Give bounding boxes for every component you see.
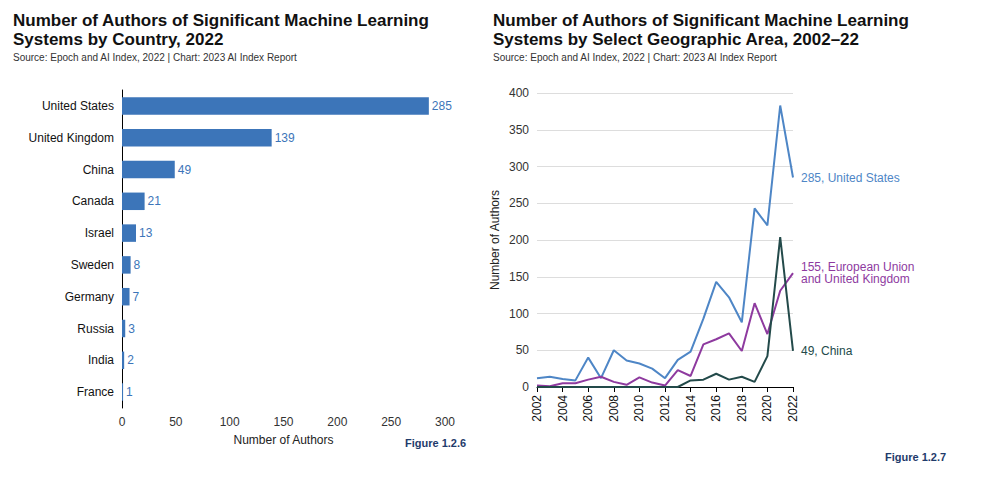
svg-text:49, China: 49, China bbox=[801, 344, 853, 358]
svg-text:300: 300 bbox=[435, 415, 455, 429]
svg-text:Number of Authors: Number of Authors bbox=[233, 433, 333, 447]
svg-text:400: 400 bbox=[509, 86, 529, 100]
svg-text:2016: 2016 bbox=[709, 395, 723, 422]
svg-text:India: India bbox=[88, 353, 114, 367]
svg-text:2014: 2014 bbox=[684, 395, 698, 422]
svg-text:150: 150 bbox=[273, 415, 293, 429]
svg-text:200: 200 bbox=[509, 233, 529, 247]
svg-text:21: 21 bbox=[148, 194, 162, 208]
svg-text:2004: 2004 bbox=[556, 395, 570, 422]
svg-text:Israel: Israel bbox=[85, 226, 114, 240]
svg-text:0: 0 bbox=[119, 415, 126, 429]
svg-text:Figure 1.2.6: Figure 1.2.6 bbox=[405, 437, 466, 449]
svg-text:7: 7 bbox=[133, 290, 140, 304]
svg-text:1: 1 bbox=[126, 385, 133, 399]
svg-text:50: 50 bbox=[516, 343, 530, 357]
svg-text:155, European Union: 155, European Union bbox=[801, 260, 918, 275]
svg-text:49: 49 bbox=[178, 163, 192, 177]
svg-text:2012: 2012 bbox=[658, 395, 672, 422]
svg-text:2: 2 bbox=[127, 353, 134, 367]
svg-text:200: 200 bbox=[327, 415, 347, 429]
svg-text:350: 350 bbox=[509, 123, 529, 137]
svg-text:2010: 2010 bbox=[632, 395, 646, 422]
svg-text:139: 139 bbox=[275, 131, 295, 145]
svg-text:Number of Authors of Significa: Number of Authors of Significant Machine… bbox=[13, 11, 434, 30]
svg-text:2006: 2006 bbox=[581, 395, 595, 422]
svg-text:250: 250 bbox=[509, 196, 529, 210]
svg-text:Germany: Germany bbox=[65, 290, 114, 304]
svg-text:Sweden: Sweden bbox=[71, 258, 114, 272]
svg-text:100: 100 bbox=[220, 415, 240, 429]
svg-text:300: 300 bbox=[509, 160, 529, 174]
svg-text:Number of Authors: Number of Authors bbox=[488, 190, 502, 290]
svg-text:Figure 1.2.7: Figure 1.2.7 bbox=[885, 451, 946, 463]
svg-text:250: 250 bbox=[381, 415, 401, 429]
svg-text:Source: Epoch and AI Index, 20: Source: Epoch and AI Index, 2022 | Chart… bbox=[13, 52, 297, 63]
svg-text:2020: 2020 bbox=[760, 395, 774, 422]
svg-text:United Kingdom: United Kingdom bbox=[29, 131, 114, 145]
svg-text:Canada: Canada bbox=[72, 194, 114, 208]
svg-text:3: 3 bbox=[128, 322, 135, 336]
svg-text:100: 100 bbox=[509, 307, 529, 321]
svg-text:2002: 2002 bbox=[530, 395, 544, 422]
svg-text:13: 13 bbox=[139, 226, 153, 240]
svg-text:0: 0 bbox=[522, 380, 529, 394]
svg-text:285: 285 bbox=[432, 99, 452, 113]
svg-text:8: 8 bbox=[134, 258, 141, 272]
svg-text:285, United States: 285, United States bbox=[801, 171, 900, 185]
svg-text:Russia: Russia bbox=[77, 322, 114, 336]
svg-text:Systems by Select Geographic A: Systems by Select Geographic Area, 2002–… bbox=[493, 30, 859, 49]
svg-text:and United Kingdom: and United Kingdom bbox=[801, 272, 910, 286]
svg-text:2018: 2018 bbox=[735, 395, 749, 422]
svg-text:50: 50 bbox=[169, 415, 183, 429]
svg-text:Systems by Country, 2022: Systems by Country, 2022 bbox=[13, 30, 223, 49]
svg-text:150: 150 bbox=[509, 270, 529, 284]
svg-text:United States: United States bbox=[42, 99, 114, 113]
svg-text:Number of Authors of Significa: Number of Authors of Significant Machine… bbox=[493, 11, 914, 30]
svg-text:China: China bbox=[83, 163, 115, 177]
svg-text:Source: Epoch and AI Index, 20: Source: Epoch and AI Index, 2022 | Chart… bbox=[493, 52, 777, 63]
svg-text:2008: 2008 bbox=[607, 395, 621, 422]
svg-text:2022: 2022 bbox=[786, 395, 800, 422]
svg-text:France: France bbox=[77, 385, 115, 399]
